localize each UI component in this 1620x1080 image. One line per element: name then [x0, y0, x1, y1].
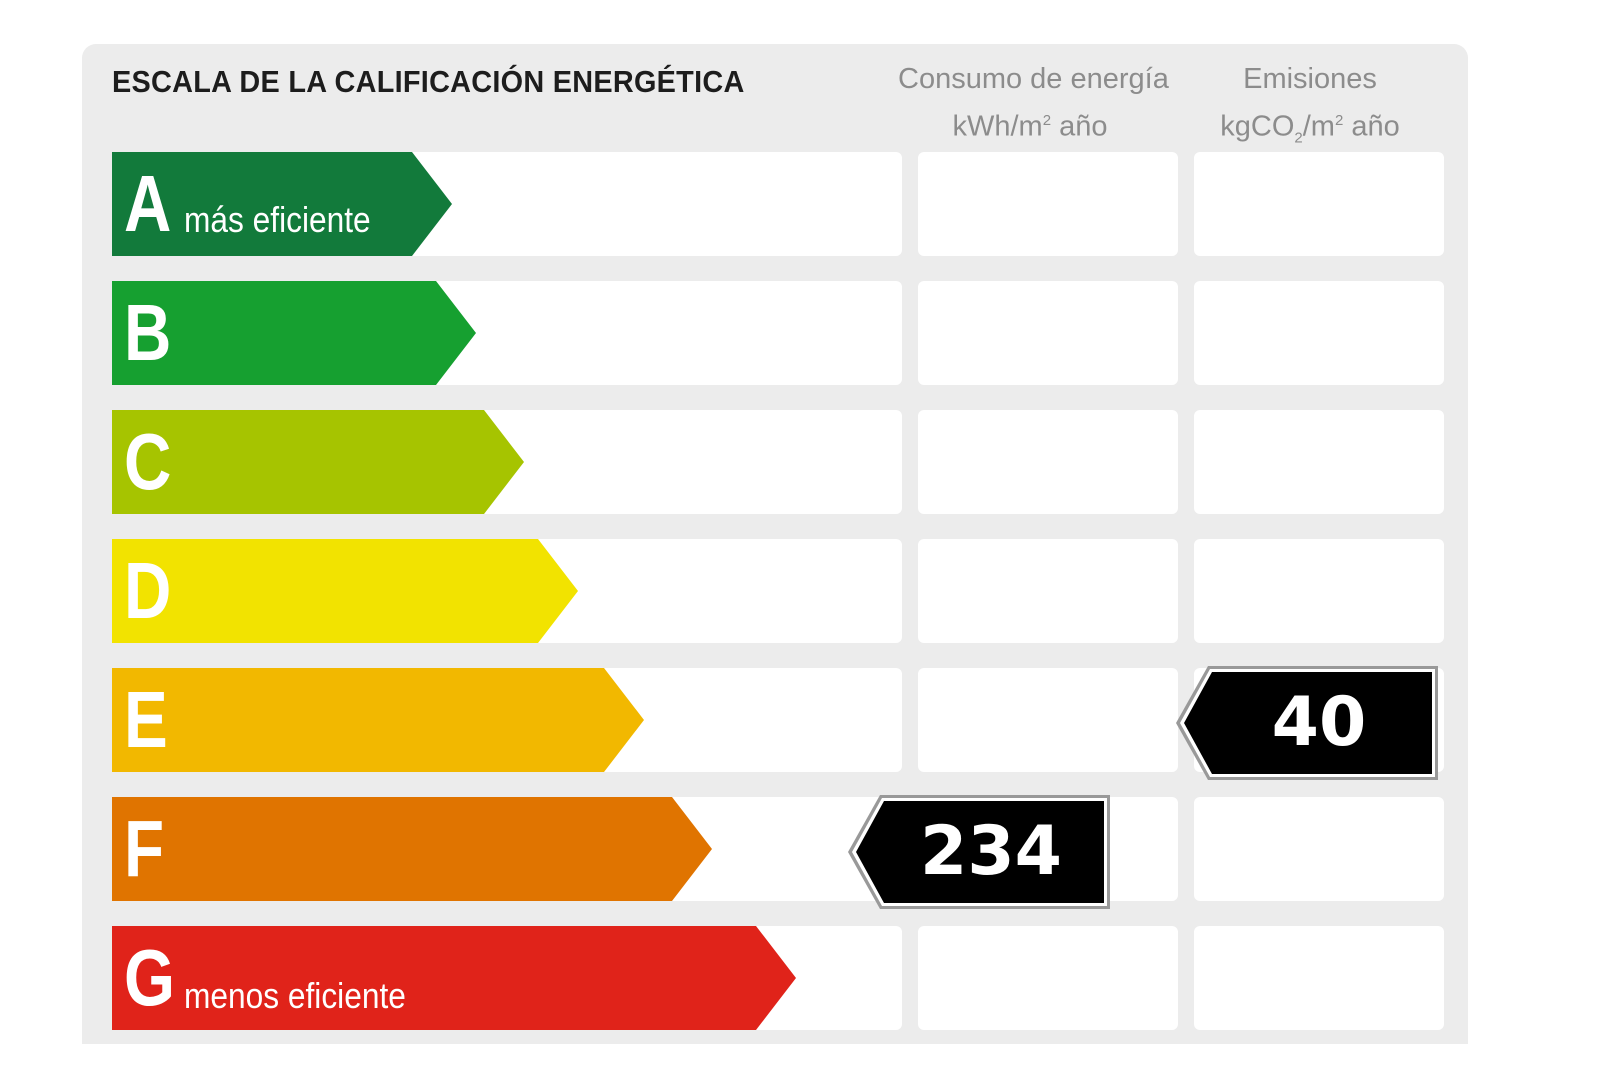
- consumo-rating-value: 234: [920, 812, 1062, 891]
- consumo-cell: [918, 281, 1178, 385]
- class-letter: A: [124, 159, 172, 248]
- class-letter: D: [124, 546, 172, 635]
- class-letter: C: [124, 417, 172, 506]
- class-letter: E: [124, 675, 168, 764]
- emisiones-cell: [1194, 797, 1444, 901]
- class-label: menos eficiente: [184, 975, 406, 1016]
- class-label: más eficiente: [184, 199, 371, 240]
- class-bar-c: C: [112, 410, 524, 514]
- consumo-rating-marker: 234: [848, 795, 1110, 909]
- emisiones-rating-value: 40: [1271, 683, 1367, 762]
- consumo-cell: [918, 926, 1178, 1030]
- class-arrow-f: [112, 797, 712, 901]
- class-arrow-g: [112, 926, 796, 1030]
- emisiones-cell: [1194, 281, 1444, 385]
- consumo-cell: [918, 668, 1178, 772]
- class-arrow-a: [112, 152, 452, 256]
- consumo-header-line1: Consumo de energía: [898, 63, 1169, 95]
- class-bar-b: B: [112, 281, 476, 385]
- consumo-column-header: Consumo de energía kWh/m2 año: [898, 58, 1169, 148]
- emisiones-header-line1: Emisiones: [1243, 63, 1377, 95]
- scale-title: ESCALA DE LA CALIFICACIÓN ENERGÉTICA: [112, 64, 745, 99]
- consumo-cell: [918, 152, 1178, 256]
- emisiones-cell: [1194, 539, 1444, 643]
- emisiones-rating-marker: 40: [1176, 666, 1438, 780]
- consumo-header-line2: kWh/m2 año: [952, 110, 1108, 143]
- class-letter: B: [124, 288, 172, 377]
- class-arrow-d: [112, 539, 578, 643]
- emisiones-cell: [1194, 410, 1444, 514]
- class-arrow-e: [112, 668, 644, 772]
- emisiones-column-header: Emisiones kgCO2/m2 año: [1180, 58, 1440, 159]
- class-arrow-b: [112, 281, 476, 385]
- class-letter: G: [124, 933, 176, 1022]
- class-bar-f: F: [112, 797, 712, 901]
- class-bar-d: D: [112, 539, 578, 643]
- consumo-cell: [918, 410, 1178, 514]
- class-letter: F: [124, 804, 165, 893]
- consumo-cell: [918, 539, 1178, 643]
- emisiones-cell: [1194, 926, 1444, 1030]
- class-arrow-c: [112, 410, 524, 514]
- class-bar-e: E: [112, 668, 644, 772]
- emisiones-header-line2: kgCO2/m2 año: [1220, 110, 1400, 147]
- emisiones-cell: [1194, 152, 1444, 256]
